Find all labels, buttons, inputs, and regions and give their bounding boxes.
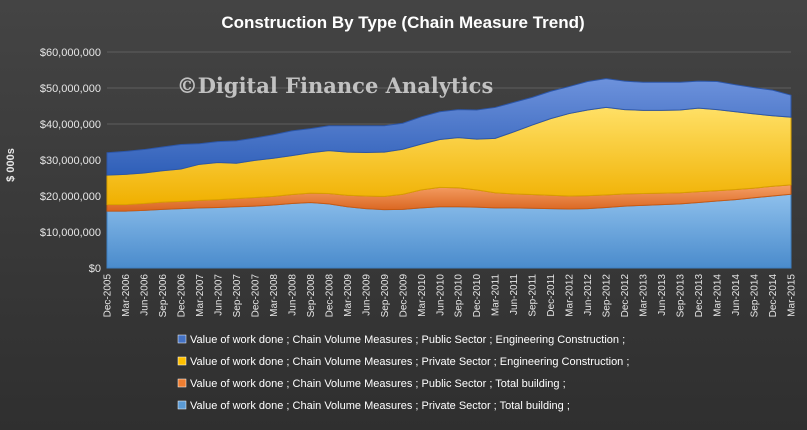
x-tick-label: Dec-2006 bbox=[176, 274, 187, 318]
y-tick-label: $10,000,000 bbox=[40, 227, 101, 239]
x-tick-label: Sep-2007 bbox=[232, 274, 243, 318]
x-tick-label: Mar-2014 bbox=[713, 274, 724, 317]
x-tick-label: Dec-2011 bbox=[546, 274, 557, 317]
legend: Value of work done ; Chain Volume Measur… bbox=[177, 334, 629, 412]
x-tick-label: Dec-2012 bbox=[620, 274, 631, 318]
x-tick-label: Mar-2013 bbox=[639, 274, 650, 317]
x-tick-label: Sep-2011 bbox=[528, 274, 539, 317]
x-tick-label: Jun-2012 bbox=[583, 274, 594, 316]
legend-swatch bbox=[177, 378, 187, 388]
y-axis-label: $ 000s bbox=[5, 148, 17, 182]
x-tick-label: Mar-2015 bbox=[787, 274, 798, 317]
y-tick-label: $0 bbox=[89, 263, 101, 275]
legend-label: Value of work done ; Chain Volume Measur… bbox=[190, 400, 570, 412]
legend-label: Value of work done ; Chain Volume Measur… bbox=[190, 334, 625, 346]
legend-label: Value of work done ; Chain Volume Measur… bbox=[190, 378, 566, 390]
x-tick-label: Dec-2005 bbox=[103, 274, 114, 318]
x-tick-label: Sep-2014 bbox=[750, 274, 761, 318]
x-tick-label: Jun-2014 bbox=[731, 274, 742, 316]
x-tick-label: Jun-2008 bbox=[287, 274, 298, 316]
legend-swatch bbox=[177, 400, 187, 410]
x-tick-label: Jun-2011 bbox=[509, 274, 520, 315]
x-tick-label: Sep-2009 bbox=[380, 274, 391, 318]
legend-swatch bbox=[177, 334, 187, 344]
area-series-group bbox=[106, 78, 792, 269]
x-axis-ticks: Dec-2005 Mar-2006 Jun-2006 Sep-2006 Dec-2006… bbox=[103, 274, 798, 318]
x-tick-label: Mar-2009 bbox=[343, 274, 354, 317]
x-tick-label: Jun-2006 bbox=[140, 274, 151, 316]
legend-swatch bbox=[177, 356, 187, 366]
x-tick-label: Mar-2012 bbox=[565, 274, 576, 317]
x-tick-label: Dec-2009 bbox=[398, 274, 409, 318]
x-tick-label: Mar-2008 bbox=[269, 274, 280, 317]
x-tick-label: Sep-2008 bbox=[306, 274, 317, 318]
x-tick-label: Dec-2007 bbox=[250, 274, 261, 318]
x-tick-label: Dec-2014 bbox=[768, 274, 779, 318]
watermark-text: ©Digital Finance Analytics bbox=[177, 73, 494, 98]
x-tick-label: Dec-2008 bbox=[324, 274, 335, 318]
legend-label: Value of work done ; Chain Volume Measur… bbox=[190, 356, 629, 368]
x-tick-label: Jun-2013 bbox=[657, 274, 668, 316]
y-tick-label: $60,000,000 bbox=[40, 47, 101, 59]
x-tick-label: Dec-2010 bbox=[472, 274, 483, 318]
x-tick-label: Sep-2010 bbox=[454, 274, 465, 318]
y-tick-label: $20,000,000 bbox=[40, 191, 101, 203]
x-tick-label: Sep-2012 bbox=[602, 274, 613, 318]
x-tick-label: Mar-2011 bbox=[491, 274, 502, 316]
y-tick-label: $40,000,000 bbox=[40, 119, 101, 131]
area-series-4 bbox=[106, 78, 792, 176]
chart-title: Construction By Type (Chain Measure Tren… bbox=[221, 13, 584, 32]
y-tick-label: $50,000,000 bbox=[40, 83, 101, 95]
x-tick-label: Jun-2009 bbox=[361, 274, 372, 316]
x-tick-label: Mar-2006 bbox=[121, 274, 132, 317]
x-tick-label: Dec-2013 bbox=[694, 274, 705, 318]
y-axis-ticks: $0 $10,000,000 $20,000,000 $30,000,000 $40,0… bbox=[40, 47, 101, 275]
x-tick-label: Mar-2007 bbox=[195, 274, 206, 317]
x-tick-label: Jun-2007 bbox=[213, 274, 224, 316]
x-tick-label: Mar-2010 bbox=[417, 274, 428, 317]
y-tick-label: $30,000,000 bbox=[40, 155, 101, 167]
x-tick-label: Sep-2006 bbox=[158, 274, 169, 318]
x-tick-label: Sep-2013 bbox=[676, 274, 687, 318]
x-tick-label: Jun-2010 bbox=[435, 274, 446, 316]
